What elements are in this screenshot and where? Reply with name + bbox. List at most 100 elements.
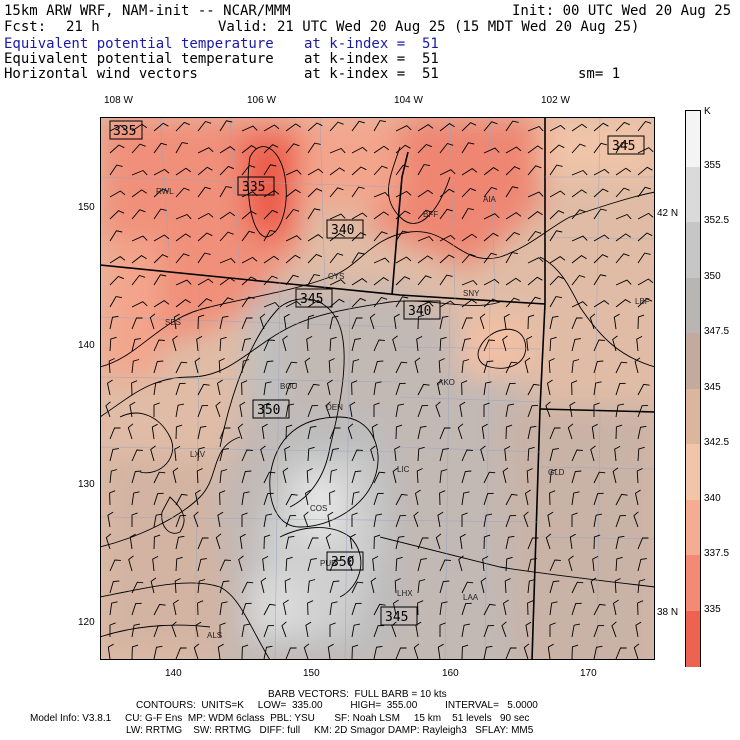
wind-barb [417,235,434,242]
wind-barb [373,165,388,176]
wind-barb [153,208,167,220]
wind-barb [153,168,170,176]
wind-barb [614,578,621,594]
colorbar-tick-label: 352.5 [704,215,730,226]
wind-barb [329,427,341,440]
wind-barb [351,278,368,286]
wind-barb [549,144,565,154]
wind-barb [373,145,390,154]
wind-barb [329,187,344,198]
wind-barb [549,580,560,594]
field-1-level: at k-index = 51 [304,36,439,52]
wind-barb [153,254,169,264]
wind-barb [329,448,339,462]
wind-barb [171,621,177,638]
wind-barb [417,164,430,176]
wind-barb [131,189,147,198]
svg-text:345: 345 [612,139,635,154]
wind-barb [263,402,270,417]
wind-barb [483,534,491,550]
wind-barb [349,533,356,550]
wind-barb [417,275,432,286]
wind-barb [439,469,448,484]
wind-barb [371,423,378,440]
wind-barb [505,556,513,572]
contour-label: 335 [237,176,275,196]
wind-barb [395,493,408,506]
wind-barb [197,186,211,198]
wind-barb [241,210,257,220]
wind-barb [109,296,122,308]
wind-barb [523,643,530,660]
contour-info: CONTOURS: UNITS=K LOW= 335.00 HIGH= 355.… [136,700,538,711]
wind-barb [285,361,298,374]
wind-barb [263,513,273,528]
wind-barb [329,298,345,308]
wind-barb [439,188,455,198]
wind-barb [571,317,583,330]
wind-barb [549,469,558,484]
wind-barb [285,254,301,264]
wind-barb [394,578,401,594]
wind-barb [131,235,148,242]
wind-barb [505,120,519,132]
wind-barb [373,257,390,264]
wind-barb [153,381,162,396]
wind-barb [439,234,456,242]
wind-barb [153,402,160,417]
wind-barb [569,401,576,418]
wind-barb [153,534,161,550]
wind-barb [219,277,235,286]
lon-label: 108 W [104,95,133,106]
wind-barb [373,360,384,374]
wind-barb [303,511,309,528]
wind-barb [635,621,642,638]
wind-barb [197,232,213,242]
wind-barb [461,122,477,132]
wind-barb [219,469,228,484]
colorbar-swatch [686,277,700,334]
wind-barb [483,603,496,616]
wind-barb [109,559,121,572]
wind-barb [615,515,627,528]
wind-barb [131,449,143,462]
wind-barb [527,191,544,198]
wind-barb [505,212,522,220]
wind-barb [305,621,312,638]
wind-barb [483,167,499,176]
contour-label: 350 [252,399,290,419]
wind-barb [238,555,244,572]
wind-barb [370,577,377,594]
wind-barb [307,208,321,220]
wind-barb [351,359,360,374]
wind-barb [483,147,500,154]
wind-barb [239,533,246,550]
wind-barb [549,336,557,352]
wind-barb [219,211,236,220]
wind-barb [263,209,278,220]
wind-barb [413,511,419,528]
grid-x-label: 150 [303,668,320,679]
wind-barb [549,448,559,462]
wind-barb [307,188,323,198]
wind-barb [241,491,250,506]
wind-barb [637,405,649,418]
wind-barb [153,492,164,506]
wind-barb [527,211,543,220]
init-time: Init: 00 UTC Wed 20 Aug 25 [512,3,732,19]
wind-barb [503,313,510,330]
wind-barb [483,232,499,242]
wind-barb [593,300,610,308]
wind-barb [329,559,341,572]
wind-barb [527,296,541,308]
wind-barb [373,513,383,528]
wind-barb [197,120,212,132]
wind-barb [307,425,317,440]
wind-barb [109,210,125,220]
wind-barb [439,580,450,594]
wind-barb [197,600,204,616]
wind-barb [131,512,138,527]
wind-barb [197,579,206,594]
wind-barb [306,468,313,484]
wind-barb [263,164,277,176]
